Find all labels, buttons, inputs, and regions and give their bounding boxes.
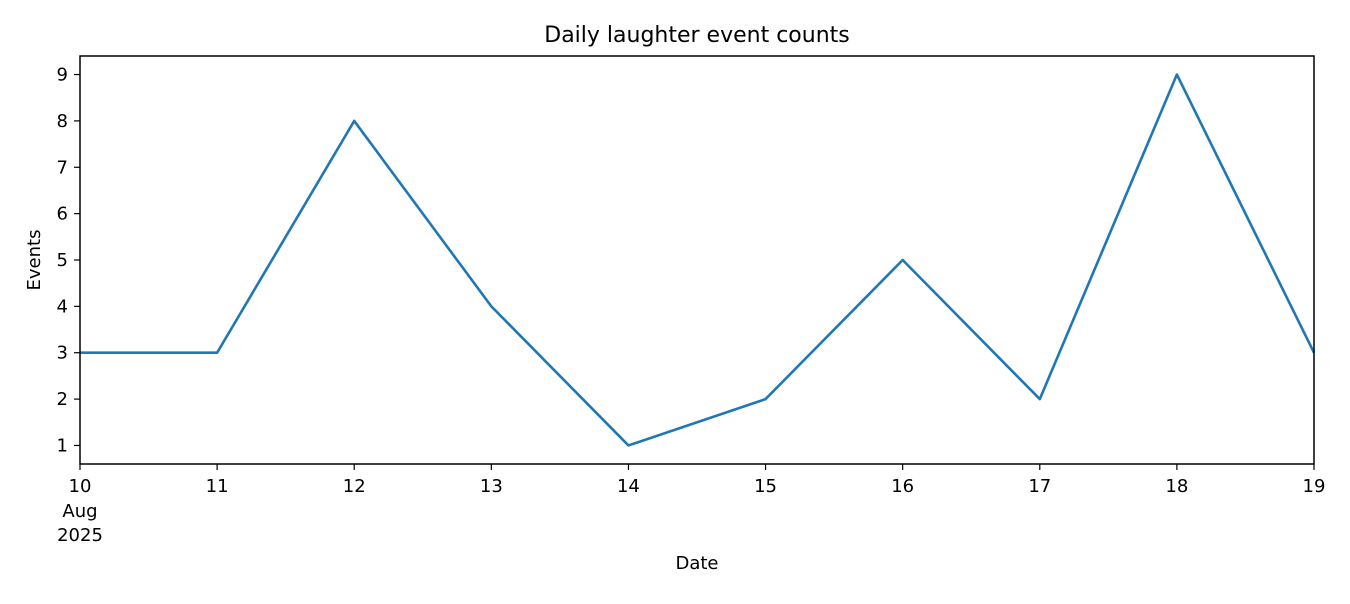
x-tick-label: 12 — [343, 476, 366, 497]
y-tick-label: 7 — [57, 157, 68, 178]
x-tick-year-label: 2025 — [57, 525, 103, 546]
x-tick-label: 13 — [480, 476, 503, 497]
y-axis-label: Events — [24, 230, 45, 291]
y-tick-label: 1 — [57, 435, 68, 456]
y-tick-label: 8 — [57, 111, 68, 132]
series-layer — [80, 75, 1314, 446]
x-axis-label: Date — [675, 553, 718, 574]
y-tick-label: 6 — [57, 204, 68, 225]
series-line — [80, 75, 1314, 446]
y-tick-label: 4 — [57, 296, 68, 317]
y-tick-label: 2 — [57, 389, 68, 410]
x-tick-label: 18 — [1165, 476, 1188, 497]
x-tick-label: 14 — [617, 476, 640, 497]
x-axis-ticks: 10 11 12 13 14 15 16 17 18 19 Aug 2025 — [57, 464, 1325, 546]
x-tick-label: 19 — [1303, 476, 1326, 497]
y-tick-label: 3 — [57, 343, 68, 364]
x-tick-label: 15 — [754, 476, 777, 497]
x-tick-month-label: Aug — [62, 501, 97, 522]
chart-title: Daily laughter event counts — [544, 23, 850, 48]
x-tick-label: 10 — [69, 476, 92, 497]
x-tick-label: 17 — [1028, 476, 1051, 497]
y-tick-label: 5 — [57, 250, 68, 271]
y-tick-label: 9 — [57, 65, 68, 86]
x-tick-label: 16 — [891, 476, 914, 497]
y-axis-ticks: 1 2 3 4 5 6 7 8 9 — [57, 65, 80, 457]
x-tick-label: 11 — [206, 476, 229, 497]
plot-area-frame — [80, 56, 1314, 464]
